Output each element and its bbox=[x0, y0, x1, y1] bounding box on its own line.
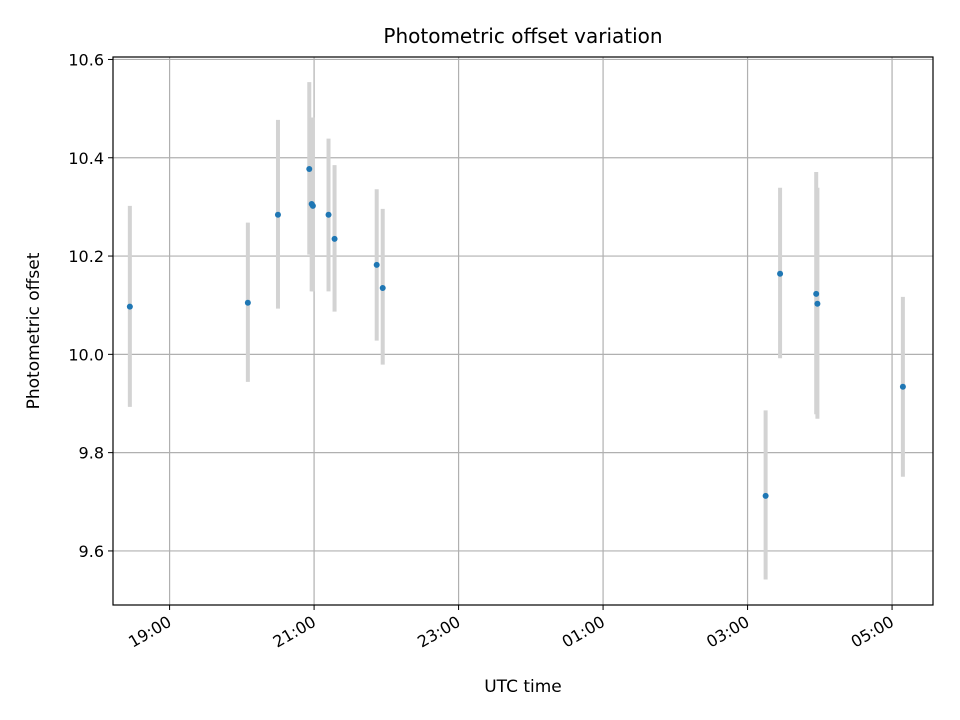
data-point bbox=[813, 290, 820, 297]
data-point bbox=[762, 492, 769, 499]
data-point bbox=[331, 235, 338, 242]
data-point bbox=[814, 300, 821, 307]
plot-frame bbox=[112, 56, 934, 606]
data-point bbox=[244, 299, 251, 306]
x-axis-title: UTC time bbox=[484, 677, 562, 697]
y-tick-label: 10.0 bbox=[68, 345, 104, 364]
data-point bbox=[126, 303, 133, 310]
y-tick-label: 10.6 bbox=[68, 50, 104, 69]
data-point bbox=[306, 166, 313, 173]
data-point bbox=[777, 270, 784, 277]
chart-title: Photometric offset variation bbox=[383, 24, 662, 48]
y-tick-label: 9.8 bbox=[79, 444, 104, 463]
data-point bbox=[379, 284, 386, 291]
data-point bbox=[373, 261, 380, 268]
data-point bbox=[309, 202, 316, 209]
data-point bbox=[899, 383, 906, 390]
y-axis: 9.6 9.8 10.0 10.2 10.4 10.6 bbox=[68, 50, 113, 561]
y-tick-label: 10.2 bbox=[68, 247, 104, 266]
y-axis-title: Photometric offset bbox=[24, 252, 44, 409]
data-point bbox=[325, 211, 332, 218]
data-point bbox=[274, 211, 281, 218]
y-tick-label: 10.4 bbox=[68, 149, 104, 168]
y-tick-label: 9.6 bbox=[79, 542, 104, 561]
data-points bbox=[126, 166, 906, 499]
